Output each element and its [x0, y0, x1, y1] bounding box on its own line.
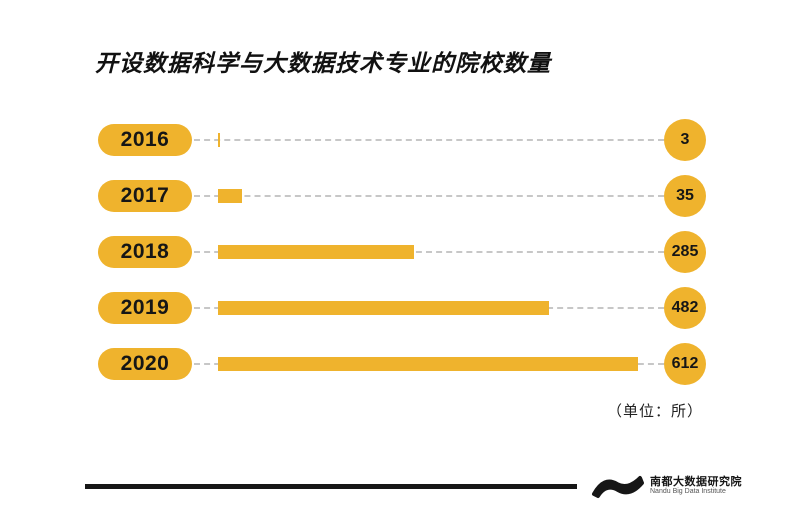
dashed-track: [194, 139, 664, 141]
unit-label: （单位：所）: [606, 403, 703, 420]
value-badge-2020: 612: [664, 343, 706, 385]
bar-2019: [218, 301, 549, 315]
chart-row-2017: 2017 35: [0, 175, 800, 217]
bar-2018: [218, 245, 414, 259]
value-badge-2017: 35: [664, 175, 706, 217]
chart-row-2019: 2019 482: [0, 287, 800, 329]
chart-row-2016: 2016 3: [0, 119, 800, 161]
year-pill-2018: 2018: [98, 236, 192, 268]
footer-divider: [85, 484, 577, 489]
dashed-track: [194, 195, 664, 197]
wave-logo-icon: [592, 476, 644, 498]
bar-2016: [218, 133, 220, 147]
value-badge-2018: 285: [664, 231, 706, 273]
value-badge-2016: 3: [664, 119, 706, 161]
publisher-logo: 南都大数据研究院 Nandu Big Data Institute: [590, 466, 790, 506]
chart-row-2020: 2020 612: [0, 343, 800, 385]
chart-row-2018: 2018 285: [0, 231, 800, 273]
publisher-name-cn: 南都大数据研究院: [650, 476, 742, 489]
year-pill-2016: 2016: [98, 124, 192, 156]
bar-2020: [218, 357, 638, 371]
chart-title: 开设数据科学与大数据技术专业的院校数量: [95, 50, 551, 76]
year-pill-2019: 2019: [98, 292, 192, 324]
year-pill-2017: 2017: [98, 180, 192, 212]
year-pill-2020: 2020: [98, 348, 192, 380]
bar-2017: [218, 189, 242, 203]
publisher-name: 南都大数据研究院 Nandu Big Data Institute: [650, 476, 742, 496]
publisher-name-en: Nandu Big Data Institute: [650, 488, 726, 496]
value-badge-2019: 482: [664, 287, 706, 329]
dashed-track: [194, 251, 664, 253]
